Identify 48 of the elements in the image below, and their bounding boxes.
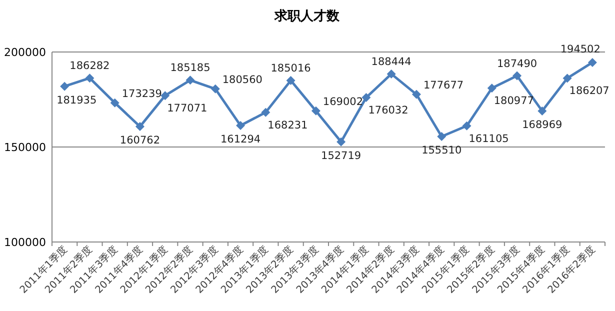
point (437, 132, 446, 142)
point (386, 69, 396, 78)
point (261, 108, 270, 117)
point (160, 91, 170, 100)
point (562, 74, 572, 83)
point (362, 93, 371, 102)
point (311, 106, 320, 116)
data-label: 152719 (321, 150, 362, 162)
point (210, 84, 220, 94)
point (236, 121, 246, 130)
data-label: 168231 (268, 119, 308, 132)
data-label: 173239 (122, 88, 162, 100)
data-label: 185016 (270, 62, 312, 74)
point (588, 58, 597, 67)
data-label: 169002 (322, 96, 364, 108)
point (336, 137, 346, 146)
point (135, 122, 144, 132)
point (538, 106, 547, 116)
data-label: 177677 (423, 79, 464, 92)
point (186, 76, 195, 85)
data-label: 177071 (167, 102, 208, 115)
data-label: 155510 (422, 144, 462, 157)
point (462, 121, 472, 130)
y-tick-label: 100000 (4, 236, 46, 249)
data-label: 161105 (468, 132, 509, 145)
point (512, 71, 522, 80)
point (286, 76, 296, 85)
point (85, 74, 94, 83)
point (60, 82, 70, 91)
data-label: 180560 (222, 74, 262, 86)
data-label: 168969 (522, 118, 562, 131)
data-label: 176032 (368, 104, 408, 117)
data-label: 187490 (496, 58, 538, 70)
y-tick-label: 150000 (4, 141, 46, 154)
y-tick-label: 200000 (4, 46, 46, 59)
data-label: 194502 (560, 43, 600, 56)
data-label: 181935 (56, 94, 97, 106)
data-label: 185185 (170, 62, 210, 74)
chart-title: 求职人才数 (274, 8, 340, 24)
point (487, 84, 496, 93)
data-label: 161294 (220, 134, 261, 146)
data-label: 188444 (371, 56, 412, 68)
point (412, 90, 421, 99)
point (110, 98, 120, 108)
data-label: 186282 (70, 60, 110, 72)
data-label: 186207 (569, 85, 610, 98)
data-label: 160762 (120, 134, 160, 147)
data-label: 180977 (494, 95, 534, 108)
